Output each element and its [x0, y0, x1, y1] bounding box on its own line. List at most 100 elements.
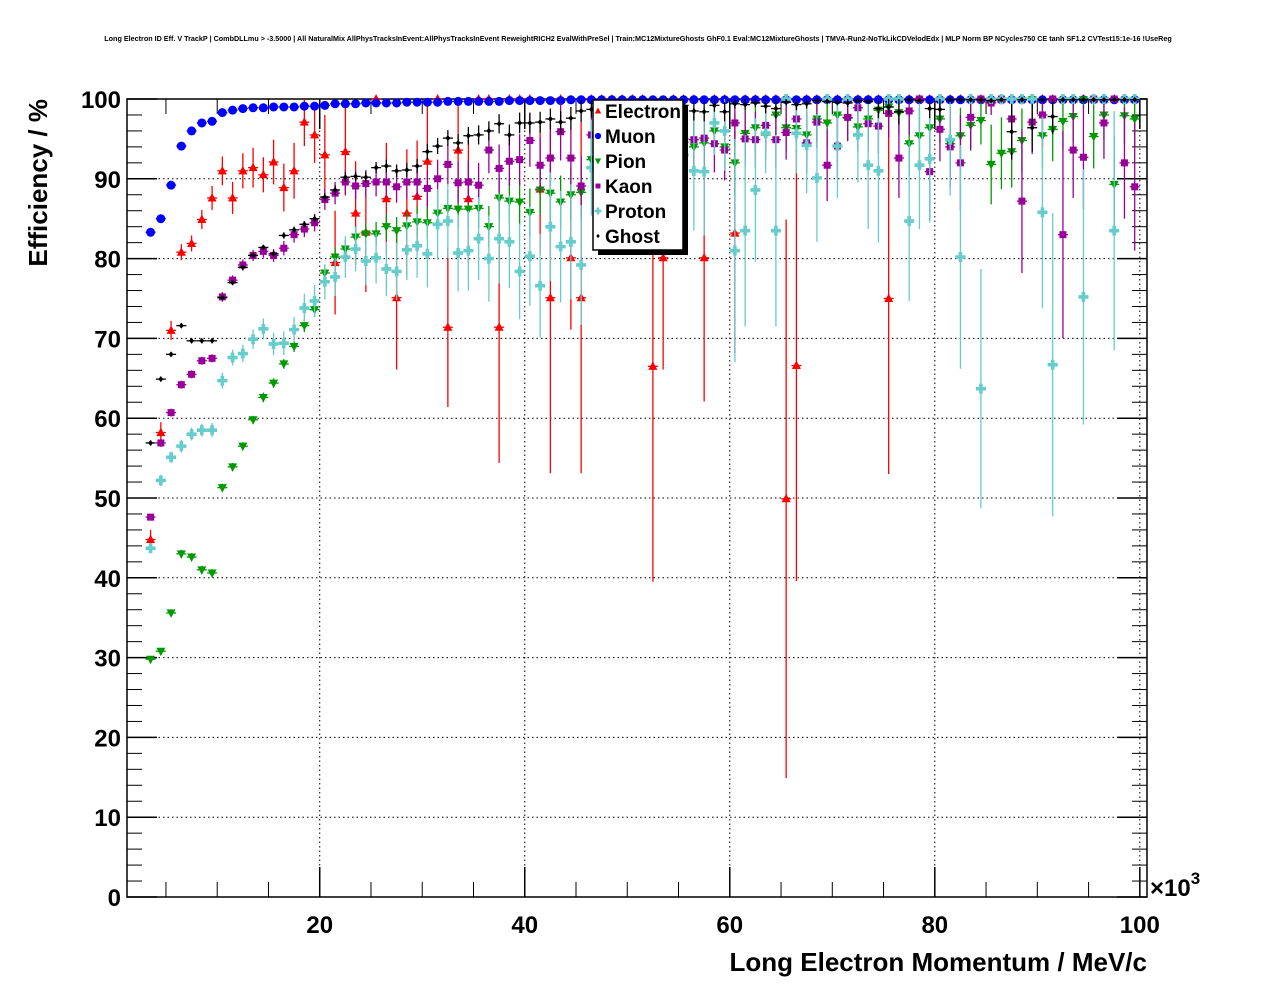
pion-point: [514, 178, 525, 226]
muon-point: [371, 98, 382, 108]
proton-point: [729, 138, 740, 363]
kaon-marker: [1131, 183, 1139, 191]
electron-point: [217, 156, 228, 186]
muon-marker: [443, 96, 453, 106]
ghost-marker: [291, 226, 297, 233]
proton-marker: [832, 141, 843, 152]
kaon-marker: [177, 381, 185, 389]
electron-marker: [658, 252, 668, 262]
ghost-point: [729, 99, 740, 109]
proton-point: [196, 423, 207, 437]
kaon-point: [893, 118, 904, 198]
ghost-marker: [865, 98, 871, 105]
ghost-point: [945, 96, 956, 103]
electron-marker: [443, 322, 453, 331]
ghost-marker: [896, 108, 902, 115]
pion-marker: [822, 119, 832, 128]
muon-marker: [535, 96, 545, 106]
muon-marker: [289, 102, 299, 112]
ghost-marker: [722, 108, 728, 115]
electron-point: [268, 139, 279, 185]
muon-point: [688, 95, 699, 105]
proton-point: [504, 195, 515, 289]
muon-marker: [299, 101, 309, 111]
ghost-point: [1068, 96, 1079, 103]
proton-marker: [750, 184, 761, 195]
ghost-marker: [1080, 96, 1086, 103]
ghost-marker: [1101, 96, 1107, 103]
muon-marker: [156, 214, 166, 224]
proton-marker: [258, 323, 269, 334]
ghost-point: [996, 96, 1007, 103]
pion-marker: [996, 149, 1006, 159]
ghost-marker: [957, 96, 963, 103]
muon-point: [207, 116, 218, 126]
kaon-marker: [475, 181, 483, 189]
electron-point: [227, 181, 238, 214]
ghost-point: [422, 143, 433, 160]
kaon-point: [1098, 99, 1109, 159]
kaon-marker: [382, 178, 390, 186]
electron-marker: [238, 165, 248, 175]
electron-point: [278, 163, 289, 212]
electron-point: [319, 114, 330, 195]
electron-point: [237, 153, 248, 189]
pion-point: [1088, 104, 1099, 169]
ghost-marker: [527, 119, 533, 126]
ghost-marker: [752, 99, 758, 106]
proton-point: [688, 110, 699, 231]
muon-marker: [412, 97, 422, 107]
proton-point: [340, 236, 351, 278]
muon-marker: [258, 103, 268, 113]
kaon-marker: [577, 182, 585, 190]
proton-marker: [237, 348, 248, 359]
ghost-point: [196, 337, 207, 344]
kaon-marker: [546, 154, 554, 162]
electron-marker: [289, 165, 299, 175]
proton-point: [914, 101, 925, 230]
muon-point: [412, 97, 423, 107]
ghost-point: [965, 96, 976, 103]
ghost-point: [1088, 96, 1099, 103]
proton-point: [1027, 94, 1038, 104]
proton-marker: [1027, 94, 1038, 104]
muon-marker: [166, 180, 176, 190]
kaon-marker: [259, 247, 267, 255]
data-marks: [145, 94, 1140, 779]
electron-marker: [494, 322, 504, 331]
kaon-marker: [403, 178, 411, 186]
ghost-marker: [1039, 96, 1045, 103]
ghost-point: [709, 99, 720, 112]
ghost-point: [360, 171, 371, 183]
electron-legend-marker: [594, 107, 602, 114]
proton-marker: [360, 255, 371, 266]
ghost-point: [340, 172, 351, 182]
ghost-marker: [845, 99, 851, 106]
ghost-marker: [1029, 124, 1035, 131]
pion-marker: [146, 655, 156, 665]
ghost-marker: [968, 96, 974, 103]
proton-point: [442, 184, 453, 258]
proton-legend-marker: [594, 207, 602, 215]
muon-marker: [392, 98, 402, 108]
ghost-point: [524, 112, 535, 134]
ghost-point: [1037, 96, 1048, 103]
proton-marker: [453, 248, 464, 259]
electron-point: [442, 247, 453, 408]
pion-point: [166, 609, 177, 618]
kaon-marker: [967, 113, 975, 121]
pion-marker: [248, 416, 258, 425]
kaon-marker: [844, 113, 852, 121]
kaon-point: [1016, 129, 1027, 273]
x-tick-label: 20: [306, 912, 333, 939]
muon-marker: [146, 227, 156, 237]
muon-point: [494, 96, 505, 106]
electron-marker: [781, 493, 791, 503]
ghost-point: [401, 162, 412, 178]
ghost-marker: [1121, 96, 1127, 103]
kaon-marker: [280, 244, 288, 252]
kaon-point: [442, 144, 453, 185]
muon-marker: [566, 95, 576, 105]
ghost-marker: [875, 105, 881, 112]
muon-point: [699, 95, 710, 105]
